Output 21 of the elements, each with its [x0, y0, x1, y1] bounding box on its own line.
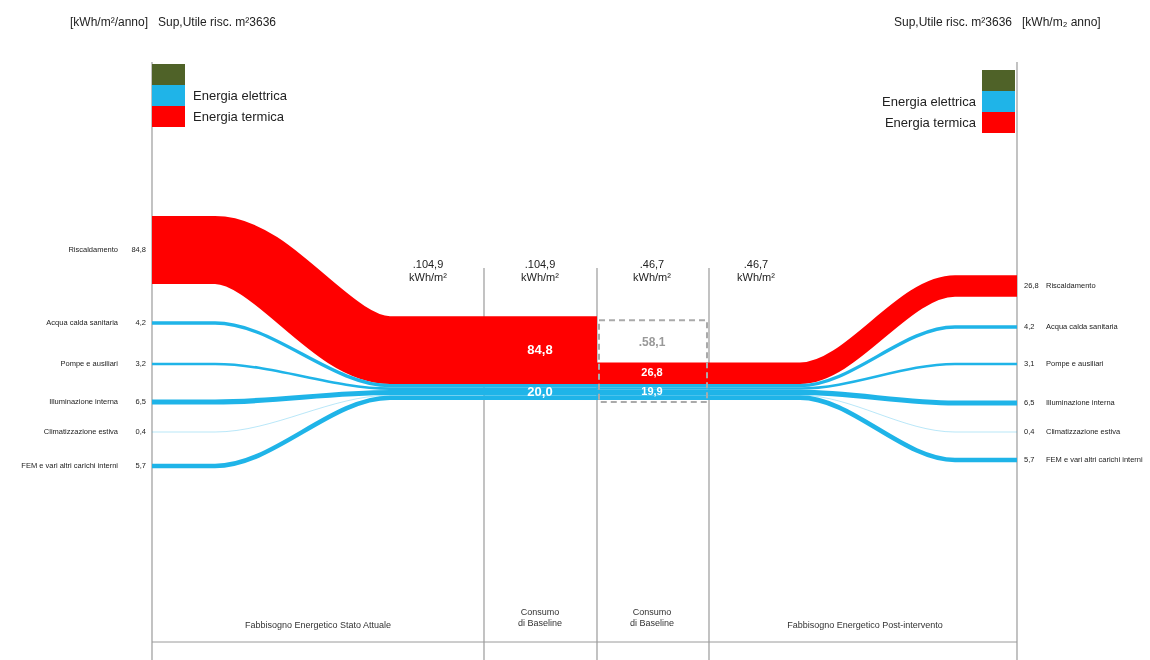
text: [kWh/m₂ anno] [1022, 15, 1101, 29]
text: 20,0 [527, 384, 553, 399]
text: Energia termica [884, 115, 977, 130]
text: Consumo di Baseline [517, 607, 563, 628]
text: .58,1 [638, 335, 666, 350]
text: .46,7 kWh/m² [633, 258, 672, 283]
text: .104,9 kWh/m² [521, 258, 560, 283]
text: [kWh/m²/anno] [69, 15, 148, 29]
text: Consumo di Baseline [629, 607, 675, 628]
text: .46,7 kWh/m² [737, 258, 776, 283]
text: 84,8 [527, 342, 553, 358]
text: Fabbisogno Energetico Post-intervento [787, 620, 943, 630]
text: Energia elettrica [193, 88, 288, 103]
text: Fabbisogno Energetico Stato Attuale [244, 620, 392, 630]
text: Sup,Utile risc. m²3636 [158, 15, 277, 29]
text: 26,8 [641, 366, 663, 379]
text: Sup,Utile risc. m²3636 [893, 15, 1013, 29]
text: 19,9 [641, 384, 663, 397]
text: Energia termica [193, 109, 285, 124]
text: .104,9 kWh/m² [409, 258, 448, 283]
text: Energia elettrica [882, 94, 977, 109]
